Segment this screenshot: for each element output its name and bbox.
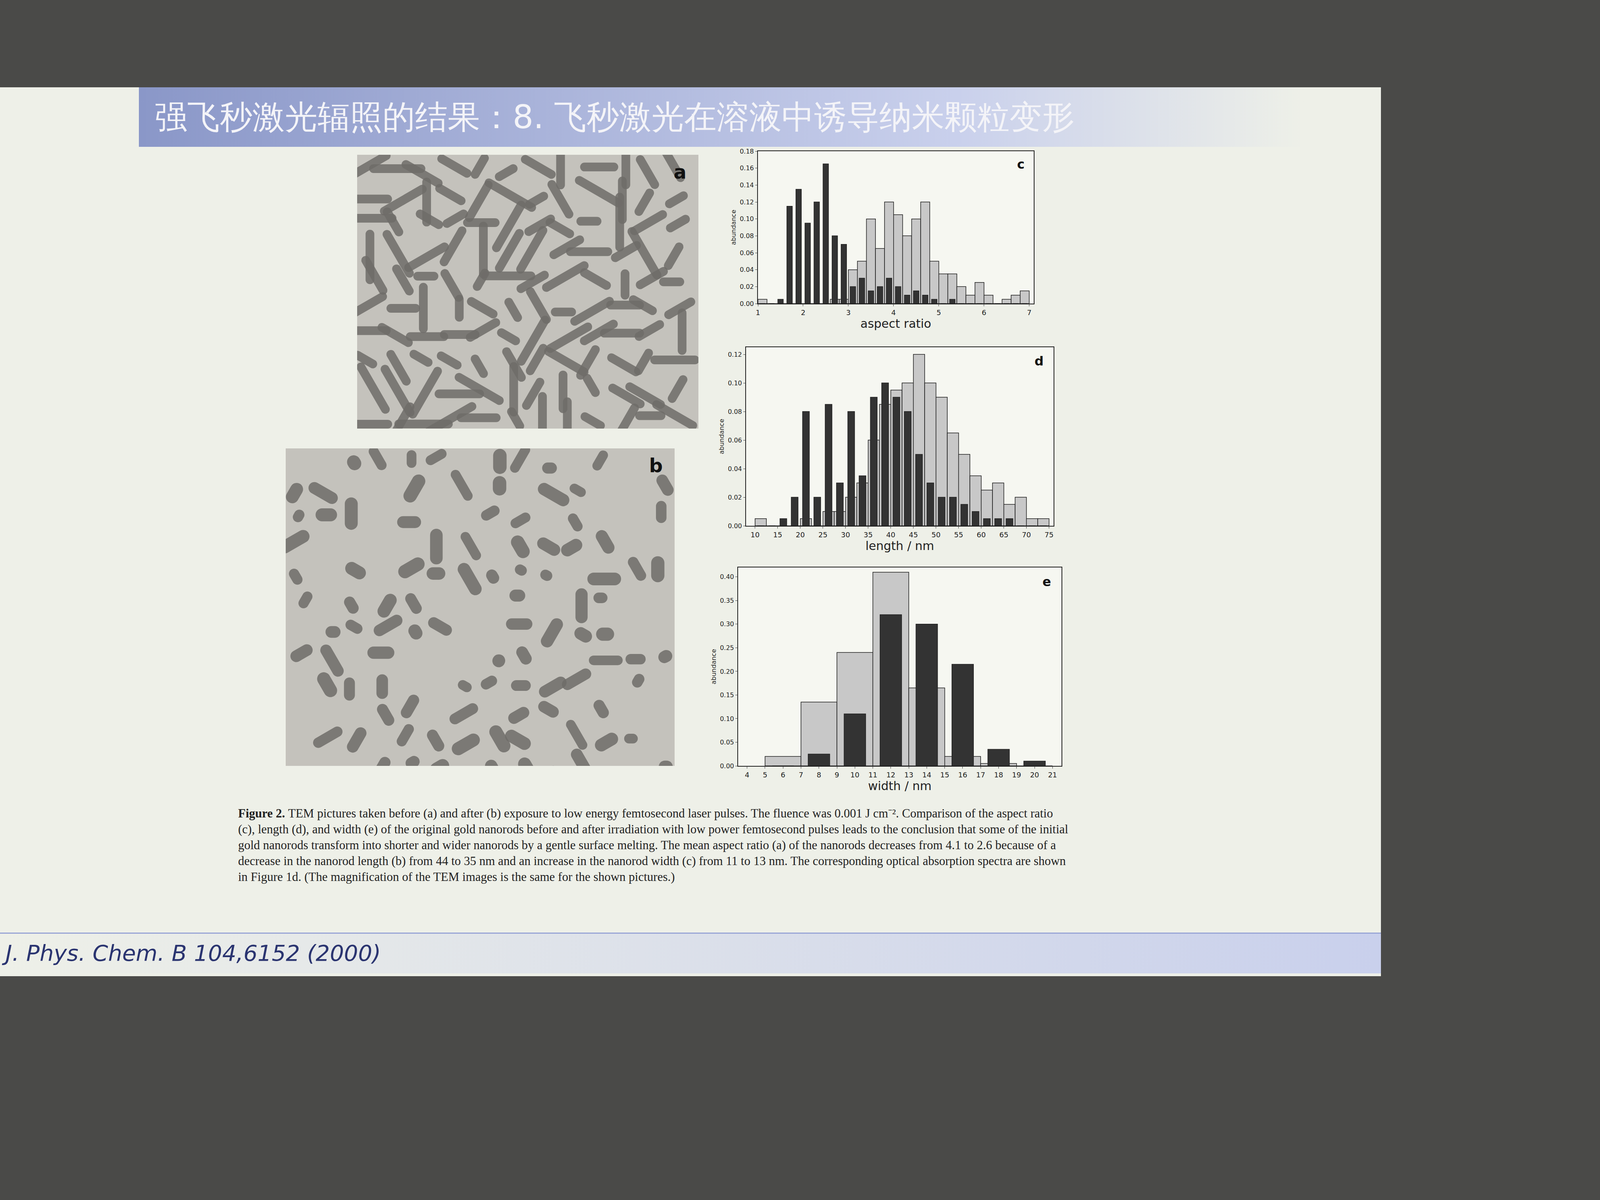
svg-text:70: 70 <box>1021 530 1031 539</box>
svg-text:0.05: 0.05 <box>719 738 735 747</box>
svg-text:0.08: 0.08 <box>739 232 754 240</box>
svg-text:0.06: 0.06 <box>739 249 754 257</box>
svg-text:0.35: 0.35 <box>719 596 735 605</box>
svg-text:30: 30 <box>840 530 850 539</box>
svg-text:18: 18 <box>994 770 1004 779</box>
svg-text:0.20: 0.20 <box>719 667 735 676</box>
html-text:J. Phys. Chem. B 104,6152 (200: J. Phys. Chem. B 104,6152 (2000) <box>5 940 381 966</box>
svg-text:5: 5 <box>936 308 941 317</box>
svg-text:35: 35 <box>863 530 873 539</box>
svg-text:3: 3 <box>846 308 851 317</box>
svg-text:60: 60 <box>976 530 986 539</box>
svg-text:13: 13 <box>904 770 914 779</box>
svg-text:0.02: 0.02 <box>727 493 743 502</box>
svg-text:4: 4 <box>744 770 750 779</box>
svg-text:width / nm: width / nm <box>867 778 932 793</box>
svg-text:d: d <box>1034 353 1044 369</box>
svg-text:0.10: 0.10 <box>719 715 735 723</box>
svg-text:0.02: 0.02 <box>739 282 754 291</box>
svg-text:c: c <box>1017 156 1025 172</box>
svg-text:7: 7 <box>798 770 804 779</box>
svg-text:7: 7 <box>1026 308 1032 317</box>
svg-text:0.18: 0.18 <box>739 147 754 156</box>
svg-text:9: 9 <box>834 770 839 779</box>
svg-text:0.12: 0.12 <box>739 198 754 206</box>
svg-text:2: 2 <box>800 308 806 317</box>
svg-text:12: 12 <box>886 770 896 779</box>
svg-text:20: 20 <box>795 530 805 539</box>
svg-text:16: 16 <box>958 770 968 779</box>
svg-text:55: 55 <box>953 530 964 539</box>
svg-text:0.00: 0.00 <box>739 300 754 308</box>
svg-text:aspect ratio: aspect ratio <box>860 316 931 331</box>
svg-text:4: 4 <box>891 308 896 317</box>
svg-text:a: a <box>673 160 687 183</box>
svg-text:0.14: 0.14 <box>739 181 754 189</box>
svg-text:19: 19 <box>1011 770 1022 779</box>
svg-text:abundance: abundance <box>729 209 738 246</box>
svg-text:0.40: 0.40 <box>719 573 735 581</box>
svg-text:0.00: 0.00 <box>727 522 743 530</box>
html-text:强飞秒激光辐照的结果：8. 飞秒激光在溶液中诱导纳米颗粒变形: 强飞秒激光辐照的结果：8. 飞秒激光在溶液中诱导纳米颗粒变形 <box>154 98 1075 136</box>
svg-text:abundance: abundance <box>717 419 726 455</box>
svg-text:75: 75 <box>1044 530 1054 539</box>
svg-text:0.15: 0.15 <box>719 691 735 699</box>
svg-text:15: 15 <box>773 530 783 539</box>
svg-text:0.16: 0.16 <box>739 164 754 172</box>
svg-text:25: 25 <box>818 530 828 539</box>
svg-text:0.04: 0.04 <box>739 265 754 274</box>
svg-text:0.06: 0.06 <box>727 436 743 445</box>
svg-text:10: 10 <box>850 770 860 779</box>
svg-text:0.04: 0.04 <box>727 465 743 473</box>
svg-text:0.12: 0.12 <box>727 350 743 359</box>
svg-text:0.00: 0.00 <box>719 762 735 770</box>
svg-text:b: b <box>649 454 663 477</box>
svg-text:0.10: 0.10 <box>739 215 754 223</box>
html-text:Figure 2. TEM pictures taken b: Figure 2. TEM pictures taken before (a) … <box>238 806 1069 884</box>
svg-text:e: e <box>1042 574 1052 590</box>
svg-text:0.10: 0.10 <box>727 379 743 387</box>
svg-text:0.08: 0.08 <box>727 407 743 416</box>
svg-text:65: 65 <box>999 530 1009 539</box>
svg-text:21: 21 <box>1048 770 1058 779</box>
svg-text:50: 50 <box>931 530 941 539</box>
svg-text:0.25: 0.25 <box>719 644 735 652</box>
svg-text:11: 11 <box>868 770 878 779</box>
svg-text:14: 14 <box>922 770 932 779</box>
svg-text:8: 8 <box>816 770 822 779</box>
svg-text:17: 17 <box>976 770 986 779</box>
svg-text:0.30: 0.30 <box>719 620 735 628</box>
svg-text:15: 15 <box>940 770 950 779</box>
svg-text:1: 1 <box>755 308 760 317</box>
svg-text:length / nm: length / nm <box>865 538 935 553</box>
svg-text:40: 40 <box>886 530 896 539</box>
svg-text:5: 5 <box>762 770 768 779</box>
svg-text:6: 6 <box>981 308 987 317</box>
svg-text:abundance: abundance <box>709 649 718 685</box>
svg-text:20: 20 <box>1030 770 1040 779</box>
svg-text:6: 6 <box>780 770 785 779</box>
svg-text:10: 10 <box>750 530 760 539</box>
svg-text:45: 45 <box>908 530 918 539</box>
